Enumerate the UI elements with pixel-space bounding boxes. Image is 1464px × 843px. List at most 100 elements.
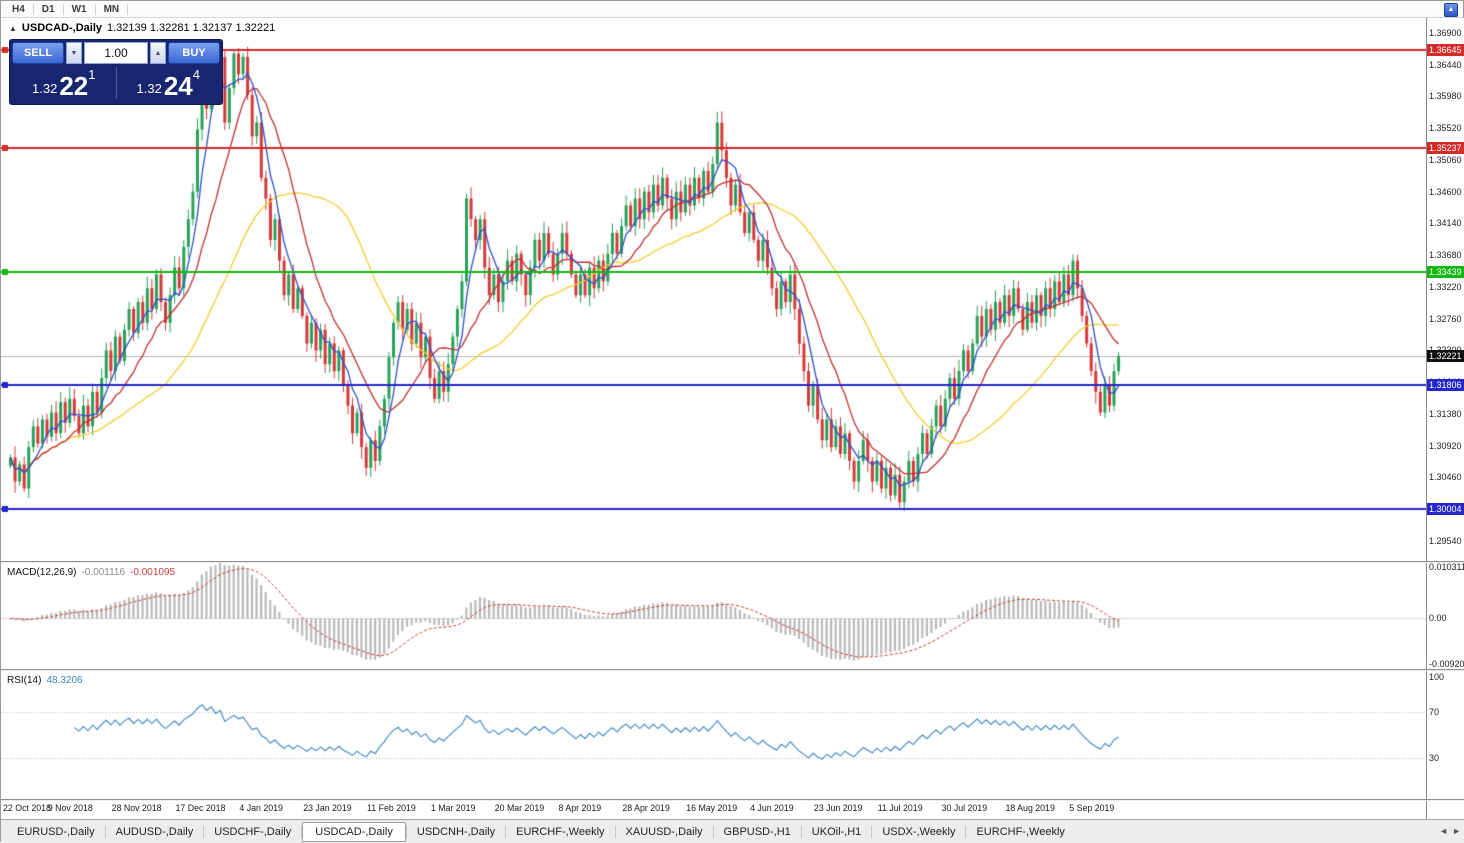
chart-tab-ukoil-h1[interactable]: UKOil-,H1 bbox=[811, 825, 862, 838]
tab-scroll-controls: ◄ ► bbox=[1439, 826, 1461, 836]
price-axis-tick: 1.36900 bbox=[1429, 27, 1462, 38]
one-click-controls: SELL ▼ 1.00 ▲ BUY bbox=[12, 42, 220, 64]
rsi-name: RSI(14) bbox=[7, 675, 42, 686]
price-axis-tick: 1.33680 bbox=[1429, 250, 1462, 261]
price-axis-tick: 1.35060 bbox=[1429, 154, 1462, 165]
buy-price-sup: 4 bbox=[192, 67, 200, 82]
chart-tab-xauusd-daily[interactable]: XAUUSD-,Daily bbox=[625, 825, 703, 838]
tab-scroll-left-icon[interactable]: ◄ bbox=[1439, 826, 1449, 836]
rsi-value: 48.3206 bbox=[46, 675, 83, 686]
tab-scroll-right-icon[interactable]: ► bbox=[1452, 826, 1461, 836]
timeframe-button-h4[interactable]: H4 bbox=[12, 3, 25, 15]
sell-price-head: 1.32 bbox=[32, 81, 58, 96]
price-axis-tick: 1.36440 bbox=[1429, 59, 1462, 70]
toolbar-separator bbox=[32, 3, 34, 15]
chart-tabs-bar: EURUSD-,Daily AUDUSD-,Daily USDCHF-,Daily U… bbox=[1, 819, 1464, 843]
tab-separator bbox=[871, 825, 873, 838]
time-axis-label: 22 Oct 2018 bbox=[3, 803, 51, 813]
volume-increase-button[interactable]: ▲ bbox=[150, 42, 166, 64]
sell-price-display[interactable]: 1.32 22 1 bbox=[12, 64, 116, 102]
one-click-trading-panel: SELL ▼ 1.00 ▲ BUY 1.32 22 1 1.32 24 4 bbox=[9, 39, 223, 105]
chart-tab-eurchf-weekly[interactable]: EURCHF-,Weekly bbox=[516, 825, 605, 838]
macd-indicator-label: MACD(12,26,9) -0.001116 -0.001095 bbox=[7, 567, 175, 578]
macd-main-value: -0.001116 bbox=[81, 567, 126, 578]
tab-separator bbox=[203, 825, 205, 838]
price-divider bbox=[115, 67, 117, 99]
level-price-badge: 1.31806 bbox=[1427, 378, 1464, 391]
time-axis-label: 20 Mar 2019 bbox=[494, 803, 545, 813]
chart-tab-usdcad-daily[interactable]: USDCAD-,Daily bbox=[302, 821, 406, 842]
time-axis-label: 23 Jun 2019 bbox=[813, 803, 863, 813]
buy-button[interactable]: BUY bbox=[168, 42, 220, 64]
level-price-badge: 1.30004 bbox=[1427, 502, 1464, 515]
price-axis-tick: 1.30920 bbox=[1429, 440, 1462, 451]
price-chart-canvas[interactable] bbox=[1, 19, 1426, 561]
ohlc-values: 1.32139 1.32281 1.32137 1.32221 bbox=[107, 22, 276, 34]
macd-signal-value: -0.001095 bbox=[130, 567, 176, 578]
toolbar-separator bbox=[94, 3, 96, 15]
price-axis-tick: 1.34600 bbox=[1429, 186, 1462, 197]
price-axis-tick: 1.31380 bbox=[1429, 408, 1462, 419]
chart-tab-audusd-daily[interactable]: AUDUSD-,Daily bbox=[115, 825, 194, 838]
timeframe-buttons: H4 D1 W1 MN bbox=[5, 2, 129, 17]
tab-separator bbox=[405, 825, 407, 838]
buy-price-head: 1.32 bbox=[136, 81, 162, 96]
time-axis-label: 30 Jul 2019 bbox=[941, 803, 988, 813]
chart-marker-icon[interactable]: ▲ bbox=[9, 23, 17, 33]
chart-symbol-title: ▲ USDCAD-,Daily 1.32139 1.32281 1.32137 … bbox=[9, 22, 275, 34]
time-axis-label: 28 Nov 2018 bbox=[111, 803, 162, 813]
time-axis-label: 17 Dec 2018 bbox=[175, 803, 226, 813]
tab-separator bbox=[800, 825, 802, 838]
toolbar-overflow-icon[interactable]: ▲ bbox=[1444, 3, 1458, 17]
time-axis-label: 11 Feb 2019 bbox=[367, 803, 416, 813]
time-axis-label: 1 Mar 2019 bbox=[430, 803, 476, 813]
chart-tab-usdcnh-daily[interactable]: USDCNH-,Daily bbox=[416, 825, 496, 838]
timeframe-button-w1[interactable]: W1 bbox=[71, 3, 87, 15]
volume-decrease-button[interactable]: ▼ bbox=[66, 42, 82, 64]
chart-tab-eurusd-daily[interactable]: EURUSD-,Daily bbox=[17, 825, 95, 838]
price-axis-tick: 1.34140 bbox=[1429, 218, 1462, 229]
pane-divider-main-macd[interactable] bbox=[1, 561, 1464, 563]
tab-separator bbox=[965, 825, 967, 838]
chart-tab-usdx-weekly[interactable]: USDX-,Weekly bbox=[882, 825, 956, 838]
sell-button[interactable]: SELL bbox=[12, 42, 64, 64]
tab-separator bbox=[505, 825, 507, 838]
toolbar-separator bbox=[127, 3, 129, 15]
tab-separator bbox=[104, 825, 106, 838]
time-axis-label: 16 May 2019 bbox=[686, 803, 738, 813]
macd-axis-label: 0.00 bbox=[1429, 613, 1447, 624]
chart-tab-usdchf-daily[interactable]: USDCHF-,Daily bbox=[214, 825, 292, 838]
macd-axis-label: -0.009203 bbox=[1429, 659, 1464, 670]
current-price-badge: 1.32221 bbox=[1427, 349, 1464, 362]
volume-input[interactable]: 1.00 bbox=[84, 42, 148, 64]
macd-axis-label: 0.010311 bbox=[1429, 562, 1464, 573]
timeframe-button-mn[interactable]: MN bbox=[103, 3, 120, 15]
price-axis-tick: 1.35980 bbox=[1429, 91, 1462, 102]
time-axis-label: 28 Apr 2019 bbox=[622, 803, 670, 813]
price-axis[interactable]: 1.36900 1.36440 1.35980 1.35520 1.35060 1.346… bbox=[1426, 18, 1464, 819]
chart-tab-gbpusd-h1[interactable]: GBPUSD-,H1 bbox=[723, 825, 791, 838]
tab-separator bbox=[301, 825, 303, 838]
sell-price-big: 22 bbox=[59, 71, 89, 101]
level-price-badge: 1.36645 bbox=[1427, 44, 1464, 57]
price-axis-tick: 1.29540 bbox=[1429, 535, 1462, 546]
buy-price-display[interactable]: 1.32 24 4 bbox=[117, 64, 221, 102]
one-click-prices: 1.32 22 1 1.32 24 4 bbox=[12, 64, 220, 102]
macd-indicator-canvas[interactable] bbox=[1, 563, 1426, 669]
pane-divider-rsi-timeaxis[interactable] bbox=[1, 799, 1464, 801]
rsi-axis-label: 70 bbox=[1429, 706, 1440, 717]
timeframe-button-d1[interactable]: D1 bbox=[41, 3, 55, 15]
time-axis-label: 5 Sep 2019 bbox=[1069, 803, 1115, 813]
toolbar-separator bbox=[62, 3, 64, 15]
chart-tab-eurchf-weekly[interactable]: EURCHF-,Weekly bbox=[976, 825, 1065, 838]
rsi-indicator-canvas[interactable] bbox=[1, 671, 1426, 799]
pane-divider-macd-rsi[interactable] bbox=[1, 669, 1464, 671]
time-axis-label: 11 Jul 2019 bbox=[877, 803, 923, 813]
buy-price-big: 24 bbox=[163, 71, 193, 101]
price-axis-tick: 1.32760 bbox=[1429, 313, 1462, 324]
time-axis[interactable]: 22 Oct 2018 9 Nov 2018 28 Nov 2018 17 Dec 2… bbox=[1, 801, 1426, 818]
timeframe-toolbar: H4 D1 W1 MN ▲ bbox=[1, 1, 1463, 18]
price-axis-tick: 1.33220 bbox=[1429, 281, 1462, 292]
sell-price-sup: 1 bbox=[88, 67, 96, 82]
